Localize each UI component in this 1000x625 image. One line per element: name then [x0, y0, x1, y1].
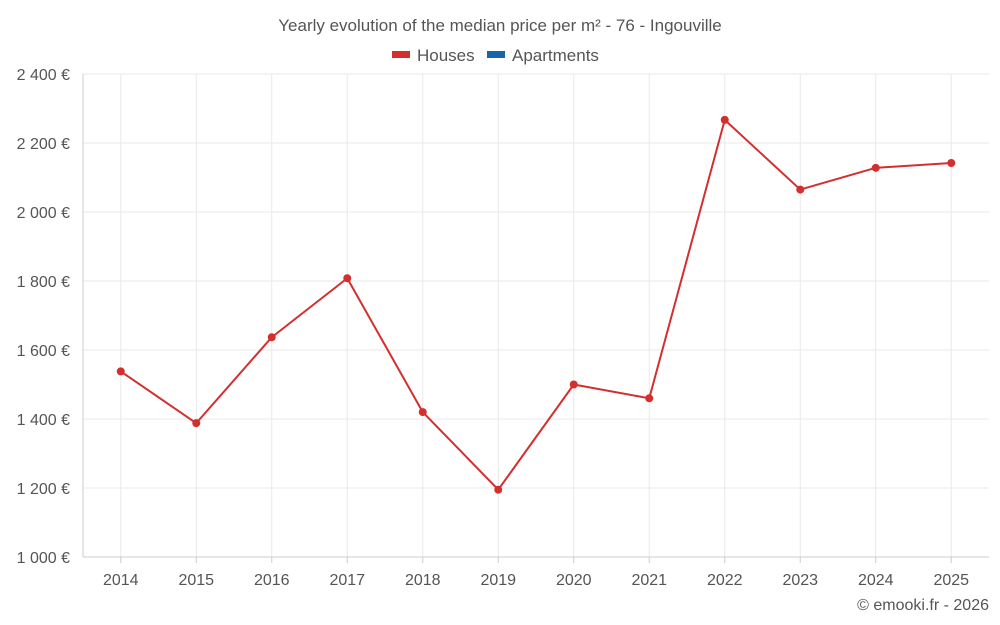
- data-point-houses-2024[interactable]: [871, 163, 880, 172]
- legend: Houses Apartments: [392, 46, 599, 65]
- x-axis-tick-labels: 2014 2015 2016 2017 2018 2019 2020 2021 2022 2023…: [103, 572, 969, 589]
- axes: [82, 74, 989, 563]
- y-tick-label: 2 200 €: [17, 136, 70, 153]
- credit-text: © emooki.fr - 2026: [857, 597, 989, 614]
- data-point-houses-2021[interactable]: [645, 394, 654, 403]
- data-point-houses-2025[interactable]: [947, 159, 956, 168]
- data-point-houses-2016[interactable]: [267, 333, 276, 342]
- data-point-houses-2015[interactable]: [192, 419, 201, 428]
- data-point-houses-2018[interactable]: [418, 408, 427, 417]
- gridlines: [83, 73, 989, 557]
- legend-label-apartments: Apartments: [512, 46, 599, 65]
- data-point-houses-2022[interactable]: [720, 115, 729, 124]
- y-tick-label: 1 000 €: [17, 550, 70, 567]
- x-tick-label: 2022: [707, 572, 743, 589]
- data-point-houses-2019[interactable]: [494, 485, 503, 494]
- data-point-houses-2020[interactable]: [569, 380, 578, 389]
- x-tick-label: 2016: [254, 572, 290, 589]
- y-tick-label: 1 200 €: [17, 481, 70, 498]
- x-tick-label: 2019: [480, 572, 516, 589]
- x-tick-label: 2025: [933, 572, 969, 589]
- y-tick-label: 2 000 €: [17, 205, 70, 222]
- legend-swatch-apartments: [487, 51, 505, 58]
- legend-swatch-houses: [392, 51, 410, 58]
- y-tick-label: 1 400 €: [17, 412, 70, 429]
- x-tick-label: 2018: [405, 572, 441, 589]
- x-tick-label: 2014: [103, 572, 139, 589]
- x-tick-label: 2023: [782, 572, 818, 589]
- data-point-houses-2017[interactable]: [343, 274, 352, 283]
- data-point-houses-2014[interactable]: [116, 367, 125, 376]
- y-tick-label: 2 400 €: [17, 67, 70, 84]
- legend-item-apartments[interactable]: Apartments: [487, 46, 599, 65]
- series-houses: [116, 115, 956, 494]
- x-tick-label: 2015: [178, 572, 214, 589]
- legend-item-houses[interactable]: Houses: [392, 46, 475, 65]
- series-line-houses: [120, 118, 952, 491]
- y-tick-label: 1 800 €: [17, 274, 70, 291]
- data-point-houses-2023[interactable]: [796, 185, 805, 194]
- x-tick-label: 2024: [858, 572, 894, 589]
- x-tick-label: 2017: [329, 572, 365, 589]
- x-tick-label: 2021: [631, 572, 667, 589]
- y-axis-tick-labels: 1 000 € 1 200 € 1 400 € 1 600 € 1 800 € 2 000…: [17, 67, 70, 567]
- chart-title: Yearly evolution of the median price per…: [278, 16, 722, 35]
- legend-label-houses: Houses: [417, 46, 475, 65]
- y-tick-label: 1 600 €: [17, 343, 70, 360]
- x-tick-label: 2020: [556, 572, 592, 589]
